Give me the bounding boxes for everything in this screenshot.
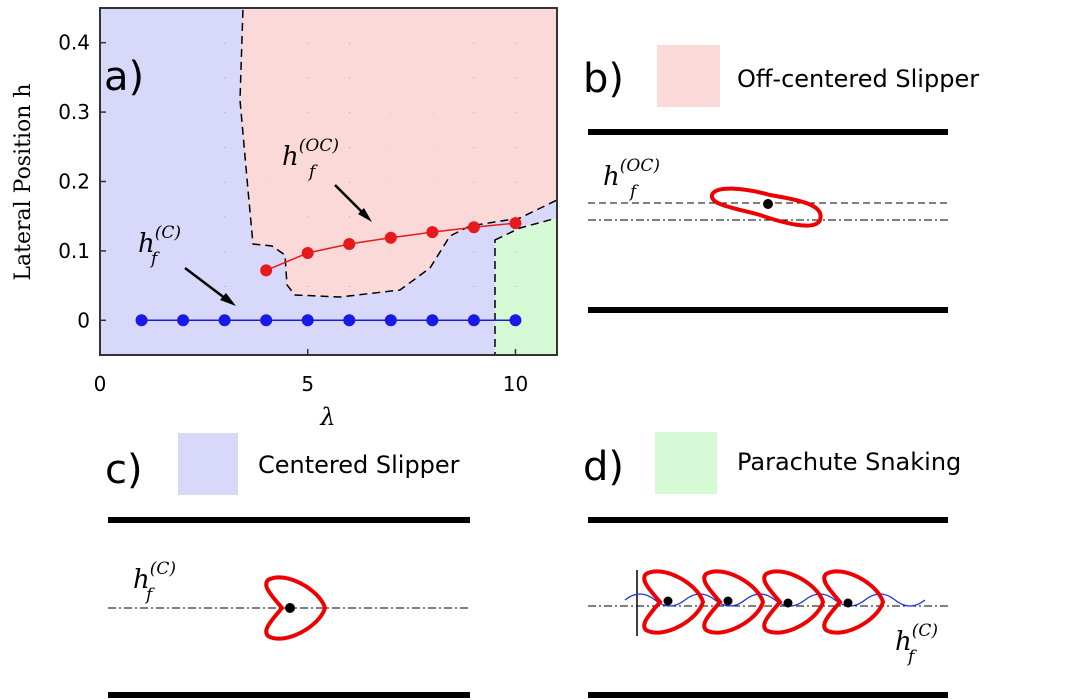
legend-swatch bbox=[178, 433, 238, 495]
droplet bbox=[702, 569, 765, 635]
point bbox=[509, 314, 522, 327]
droplet-center bbox=[783, 598, 793, 608]
point bbox=[260, 264, 273, 277]
annotation-base: h bbox=[282, 142, 299, 172]
droplet bbox=[710, 186, 823, 228]
panel-label: d) bbox=[583, 444, 624, 490]
annotation-base: h bbox=[603, 162, 620, 192]
annotation: h(OC) f bbox=[603, 156, 660, 202]
panel-label: a) bbox=[104, 54, 144, 100]
annotation-sup: (OC) bbox=[620, 156, 660, 176]
arrowhead bbox=[220, 293, 236, 306]
point bbox=[260, 314, 273, 327]
phase-regions bbox=[99, 7, 558, 356]
droplet-center bbox=[763, 199, 773, 209]
point bbox=[384, 314, 397, 327]
annotation: h(OC) f bbox=[282, 136, 339, 182]
annotation-sub: f bbox=[149, 249, 160, 269]
legend-label: Centered Slipper bbox=[258, 451, 460, 479]
x-tick-label: 0 bbox=[94, 372, 107, 396]
annotation-sub: f bbox=[628, 182, 639, 202]
point bbox=[384, 231, 397, 244]
point bbox=[218, 314, 231, 327]
legend-label: Parachute Snaking bbox=[737, 448, 961, 476]
y-tick-label: 0.1 bbox=[58, 239, 90, 263]
point bbox=[301, 246, 314, 259]
droplet-center bbox=[663, 596, 673, 606]
x-axis-label: λ bbox=[319, 403, 335, 431]
point bbox=[343, 314, 356, 327]
arrowhead bbox=[358, 208, 372, 222]
droplets bbox=[642, 569, 885, 635]
droplet-center bbox=[843, 598, 853, 608]
y-tick-label: 0.4 bbox=[58, 31, 90, 55]
x-tick-label: 10 bbox=[503, 372, 528, 396]
panel-label: c) bbox=[105, 447, 143, 493]
annotation-sup: (OC) bbox=[299, 136, 339, 156]
grid-dots bbox=[100, 8, 557, 355]
annotation-base: h bbox=[895, 627, 912, 657]
legend-swatch bbox=[657, 45, 720, 107]
annotation-sub: f bbox=[307, 162, 318, 182]
droplet bbox=[762, 569, 825, 635]
annotation-sub: f bbox=[906, 647, 917, 667]
point bbox=[426, 226, 439, 239]
x-tick-label: 5 bbox=[301, 372, 314, 396]
annotation: h(C) f bbox=[895, 621, 938, 667]
y-tick-label: 0 bbox=[77, 308, 90, 332]
droplet bbox=[642, 569, 705, 635]
annotation-base: h bbox=[138, 229, 155, 259]
legend-label: Off-centered Slipper bbox=[737, 65, 979, 93]
annotation-sup: (C) bbox=[912, 621, 938, 641]
droplet-center bbox=[285, 603, 295, 613]
panel-label: b) bbox=[583, 56, 624, 102]
y-tick-label: 0.3 bbox=[58, 100, 90, 124]
y-tick-label: 0.2 bbox=[58, 170, 90, 194]
y-axis-label: Lateral Position h bbox=[11, 83, 36, 280]
annotation-sup: (C) bbox=[155, 223, 181, 243]
droplet bbox=[822, 569, 885, 635]
annotation-sub: f bbox=[144, 585, 155, 605]
legend-swatch bbox=[655, 432, 717, 494]
droplet-center bbox=[723, 596, 733, 606]
annotation-sup: (C) bbox=[150, 559, 176, 579]
point bbox=[301, 314, 314, 327]
annotation-base: h bbox=[133, 565, 150, 595]
point bbox=[467, 314, 480, 327]
annotation: h(C) f bbox=[133, 559, 176, 605]
annotation: h(C) f bbox=[138, 223, 181, 269]
point bbox=[135, 314, 148, 327]
point bbox=[177, 314, 190, 327]
point bbox=[343, 237, 356, 250]
point bbox=[426, 314, 439, 327]
arrow bbox=[184, 267, 231, 303]
trajectory bbox=[624, 593, 926, 607]
point bbox=[467, 221, 480, 234]
point bbox=[509, 217, 522, 230]
